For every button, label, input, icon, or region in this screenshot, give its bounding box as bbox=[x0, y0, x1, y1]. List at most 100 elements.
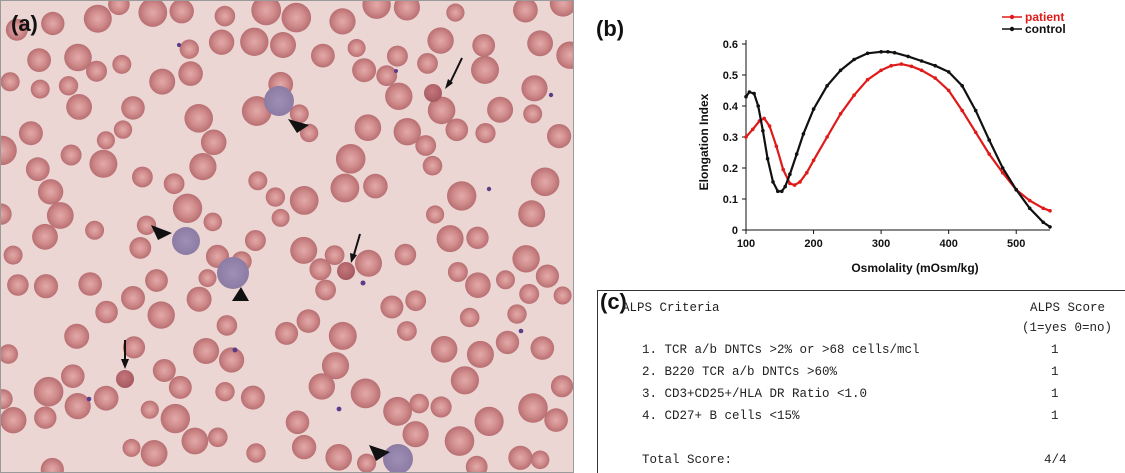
patient-line bbox=[745, 62, 1051, 212]
patient-point bbox=[933, 76, 937, 80]
control-line bbox=[745, 50, 1051, 228]
y-axis-label: Elongation Index bbox=[697, 93, 711, 190]
control-point bbox=[761, 129, 765, 133]
patient-point bbox=[899, 62, 904, 66]
patient-legend-label: patient bbox=[1025, 10, 1064, 24]
control-point bbox=[933, 63, 937, 68]
control-point bbox=[886, 50, 890, 54]
patient-point bbox=[865, 77, 870, 82]
patient-point bbox=[1048, 209, 1052, 213]
control-point bbox=[794, 152, 799, 156]
control-point bbox=[752, 91, 756, 96]
control-point bbox=[879, 50, 883, 54]
patient-point bbox=[1041, 206, 1045, 211]
patient-point bbox=[751, 127, 755, 132]
patient-point bbox=[1027, 198, 1032, 203]
score-subheader: (1=yes 0=no) bbox=[1022, 321, 1113, 335]
control-point bbox=[801, 132, 806, 136]
control-point bbox=[946, 70, 951, 74]
control-point bbox=[852, 57, 856, 62]
patient-point bbox=[805, 170, 809, 175]
patient-point bbox=[792, 183, 797, 187]
y-tick-label: 0.5 bbox=[723, 70, 738, 82]
patient-point bbox=[889, 63, 893, 68]
x-axis-label: Osmolality (mOsm/kg) bbox=[851, 261, 978, 275]
panel-label-b: (b) bbox=[596, 16, 625, 41]
patient-point bbox=[919, 68, 924, 73]
control-point bbox=[765, 156, 770, 161]
control-point bbox=[788, 172, 792, 176]
panel-label-a: (a) bbox=[11, 11, 38, 36]
patient-legend-marker bbox=[1009, 14, 1015, 20]
control-point bbox=[747, 90, 752, 94]
y-tick-label: 0.2 bbox=[723, 163, 738, 175]
y-tick-label: 0 bbox=[732, 225, 738, 237]
y-tick-label: 0.6 bbox=[723, 39, 738, 51]
control-point bbox=[825, 84, 829, 88]
control-point bbox=[756, 104, 760, 108]
score-4: 1 bbox=[1051, 409, 1059, 423]
control-point bbox=[1027, 206, 1032, 211]
score-3: 1 bbox=[1051, 387, 1059, 401]
blood-smear-picture bbox=[1, 1, 573, 472]
panel-label-c: (c) bbox=[600, 289, 627, 314]
control-point bbox=[1048, 225, 1052, 229]
control-point bbox=[906, 54, 910, 59]
control-point bbox=[892, 50, 897, 55]
control-point bbox=[1000, 166, 1005, 170]
control-point bbox=[811, 107, 816, 111]
y-tick-label: 0.1 bbox=[723, 194, 738, 206]
patient-point bbox=[825, 135, 829, 139]
patient-point bbox=[973, 130, 978, 135]
x-tick-label: 100 bbox=[737, 238, 755, 250]
elongation-chart: 0 0.1 0.2 0.3 0.4 0.5 0.6 100 200 300 400 500 patie… bbox=[620, 0, 1125, 285]
patient-point bbox=[852, 93, 856, 97]
control-point bbox=[973, 108, 978, 113]
blood-smear-image: (a) bbox=[0, 0, 574, 473]
control-point bbox=[1041, 220, 1045, 225]
x-tick-label: 300 bbox=[872, 238, 890, 250]
elongation-chart-svg: 0 0.1 0.2 0.3 0.4 0.5 0.6 100 200 300 400 500 patie… bbox=[697, 10, 1066, 275]
criteria-header: ALPS Criteria bbox=[622, 301, 720, 315]
patient-point bbox=[838, 112, 843, 116]
total-score-label: Total Score: bbox=[642, 453, 733, 467]
x-tick-label: 400 bbox=[939, 238, 957, 250]
patient-point bbox=[960, 108, 964, 113]
control-point bbox=[744, 94, 748, 99]
score-header: ALPS Score bbox=[1030, 301, 1106, 315]
patient-point bbox=[909, 64, 914, 69]
criterion-2: 2. B220 TCR a/b DNTCs >60% bbox=[642, 365, 838, 379]
alps-criteria-table: (c) ALPS Criteria ALPS Score (1=yes 0=no… bbox=[597, 289, 1125, 473]
score-2: 1 bbox=[1051, 365, 1059, 379]
patient-point bbox=[987, 152, 991, 156]
control-point bbox=[771, 180, 775, 184]
control-point bbox=[776, 189, 780, 194]
patient-point bbox=[781, 167, 785, 172]
x-tick-label: 500 bbox=[1007, 238, 1025, 250]
control-point bbox=[987, 138, 991, 142]
criterion-1: 1. TCR a/b DNTCs >2% or >68 cells/mcl bbox=[642, 343, 920, 357]
patient-point bbox=[762, 116, 766, 121]
patient-point bbox=[788, 181, 792, 186]
x-tick-label: 200 bbox=[804, 238, 822, 250]
total-score-value: 4/4 bbox=[1044, 453, 1067, 467]
patient-point bbox=[946, 88, 951, 93]
y-tick-label: 0.3 bbox=[723, 132, 738, 144]
patient-point bbox=[798, 180, 802, 184]
y-tick-label: 0.4 bbox=[723, 101, 739, 113]
control-legend-marker bbox=[1009, 26, 1015, 32]
score-1: 1 bbox=[1051, 343, 1059, 357]
patient-point bbox=[767, 124, 772, 128]
patient-point bbox=[774, 144, 779, 149]
control-point bbox=[960, 84, 964, 88]
control-point bbox=[919, 59, 924, 63]
control-point bbox=[780, 189, 784, 194]
control-point bbox=[838, 68, 843, 73]
control-point bbox=[783, 184, 787, 189]
patient-point bbox=[744, 135, 748, 139]
control-point bbox=[1014, 187, 1018, 192]
patient-point bbox=[811, 158, 816, 163]
patient-point bbox=[1000, 170, 1005, 175]
criterion-4: 4. CD27+ B cells <15% bbox=[642, 409, 800, 423]
control-point bbox=[865, 51, 870, 56]
